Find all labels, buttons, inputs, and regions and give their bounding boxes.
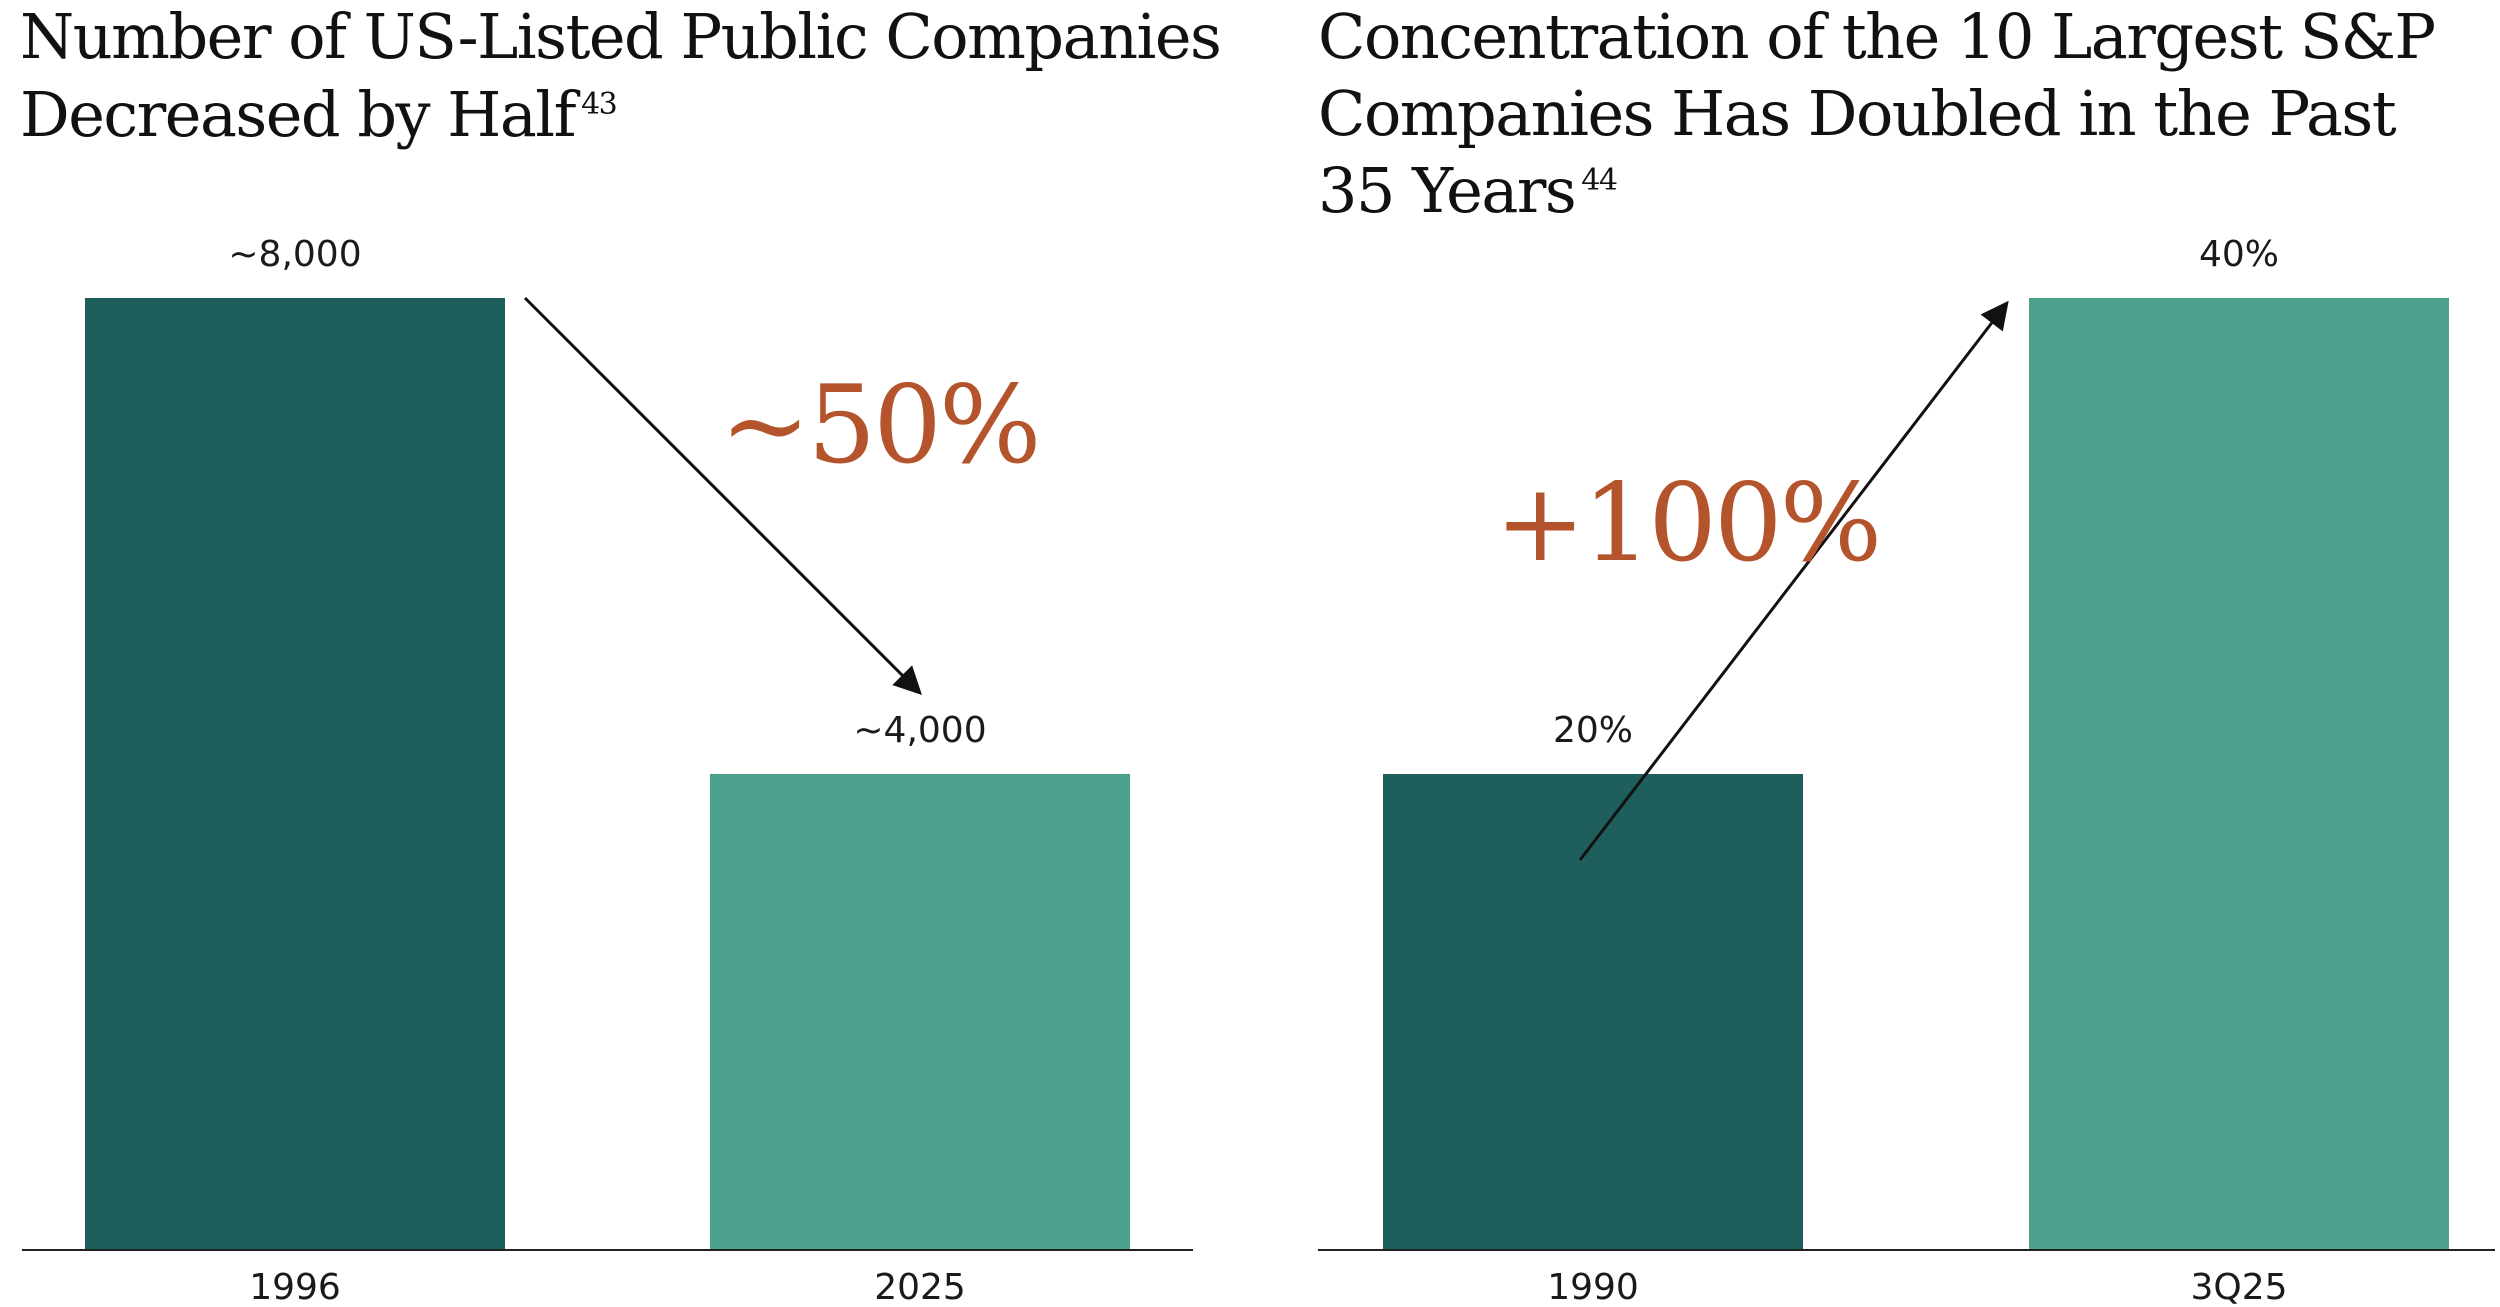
bar-3Q25 <box>2029 298 2449 1250</box>
change-percent-label: +100% <box>1495 461 1879 586</box>
chart-title-line: Number of US-Listed Public Companies <box>20 0 1220 73</box>
chart-title-line: Companies Has Doubled in the Past <box>1318 77 2397 150</box>
trend-arrow <box>523 296 922 695</box>
bar-value-label: ~8,000 <box>228 234 361 275</box>
footnote-marker: 44 <box>1581 163 1617 198</box>
bar-1990 <box>1383 774 1803 1250</box>
bar-2025 <box>710 774 1130 1250</box>
x-tick-label: 1990 <box>1547 1267 1639 1307</box>
chart-title-line: Concentration of the 10 Largest S&P <box>1318 0 2435 73</box>
bar-value-label: ~4,000 <box>853 710 986 751</box>
chart-panel-concentration: Concentration of the 10 Largest S&PCompa… <box>1318 0 2495 1307</box>
bar-value-label: 20% <box>1553 710 1633 751</box>
change-percent-label: ~50% <box>720 363 1039 488</box>
bar-1996 <box>85 298 505 1250</box>
chart-panel-companies: Number of US-Listed Public CompaniesDecr… <box>20 0 1222 1307</box>
chart-title-line: 35 Years 44 <box>1318 154 1617 227</box>
trend-arrow <box>1578 300 2009 861</box>
x-tick-label: 3Q25 <box>2190 1267 2287 1307</box>
footnote-marker: 43 <box>581 87 616 122</box>
chart-title-line: Decreased by Half 43 <box>20 78 616 151</box>
x-tick-label: 2025 <box>874 1267 966 1307</box>
x-tick-label: 1996 <box>249 1267 341 1307</box>
bar-value-label: 40% <box>2199 234 2279 275</box>
